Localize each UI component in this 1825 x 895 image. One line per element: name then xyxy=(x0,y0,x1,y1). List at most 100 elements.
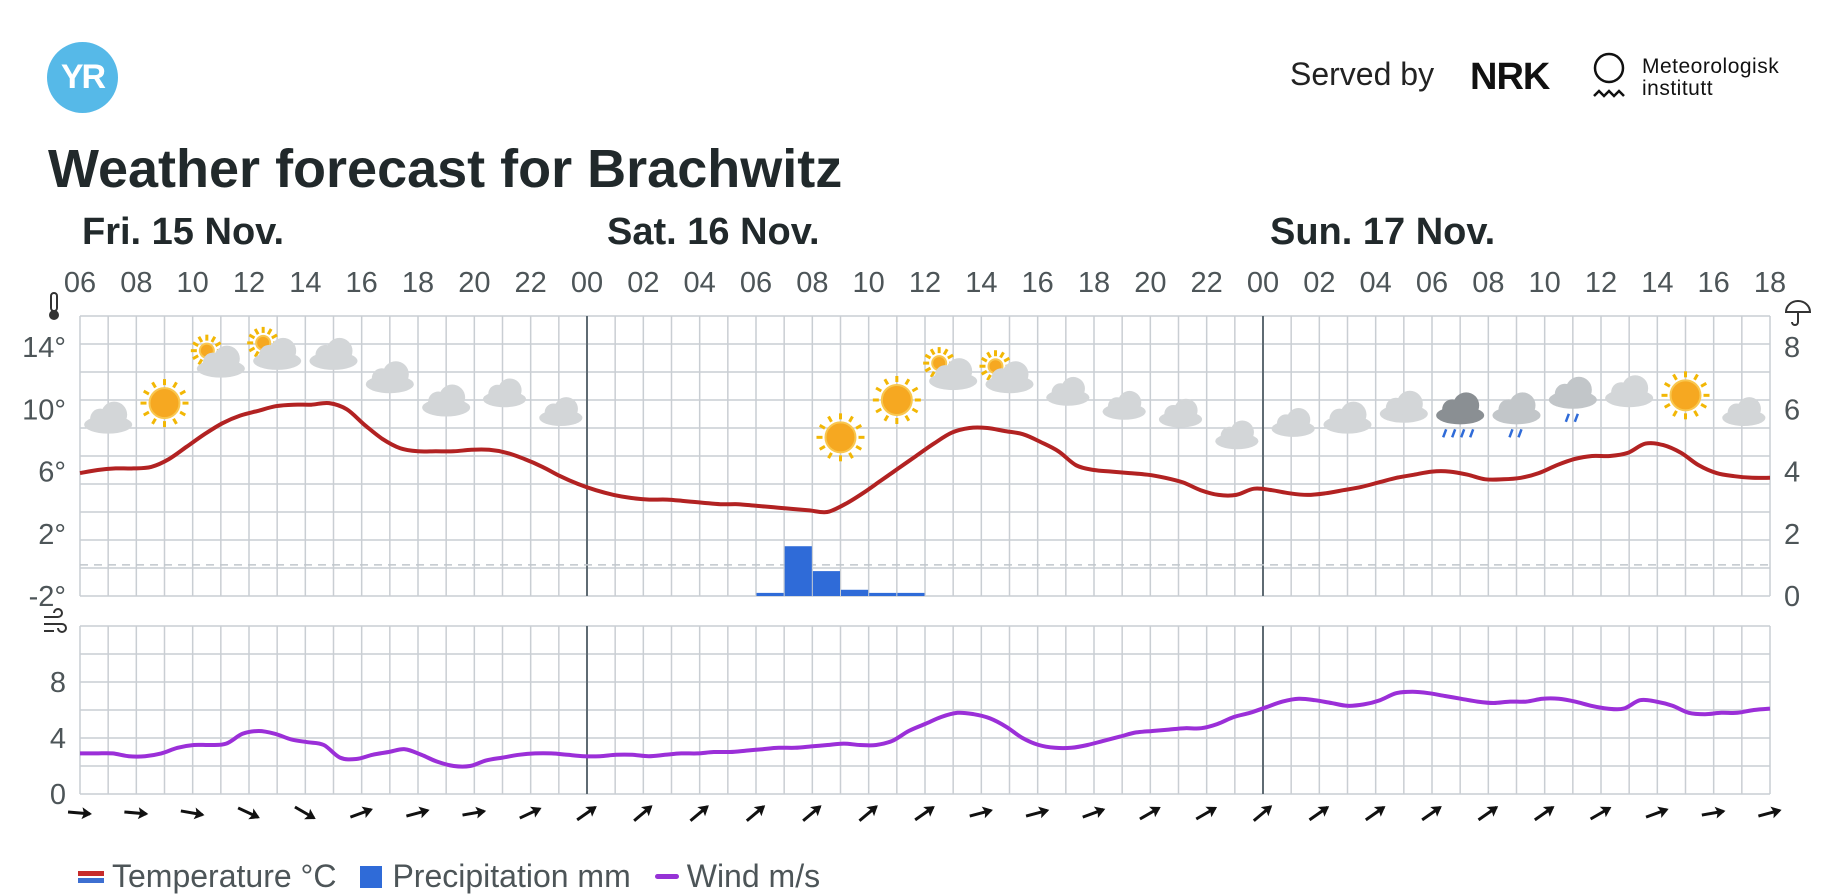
cloud-icon xyxy=(1605,375,1654,408)
wind-arrow-head xyxy=(81,807,92,820)
day-label-fri: Fri. 15 Nov. xyxy=(82,211,285,253)
sun-ray xyxy=(197,358,204,366)
sun-ray xyxy=(904,378,911,386)
hour-label: 04 xyxy=(1360,267,1392,299)
sun-ray xyxy=(818,424,826,430)
wind-direction-arrow-icon xyxy=(1364,806,1386,822)
umbrella-icon xyxy=(1784,300,1812,326)
sun-icon xyxy=(872,376,921,424)
wind-arrow-head xyxy=(193,807,205,820)
wind-direction-arrow-icon xyxy=(1139,806,1161,821)
hour-label: 06 xyxy=(1416,267,1448,299)
wind-tick-label: 8 xyxy=(50,667,66,699)
cloud-puff xyxy=(382,361,409,388)
cloud-puff xyxy=(1737,397,1761,421)
hour-label: 10 xyxy=(1529,267,1561,299)
wind-arrow-head xyxy=(1714,806,1726,819)
sun-ray xyxy=(980,356,988,363)
precipitation-bar xyxy=(812,571,840,596)
rain-drop xyxy=(1564,413,1571,423)
wind-grid xyxy=(79,625,1771,795)
hour-label: 12 xyxy=(1585,267,1617,299)
partly-cloudy-night-icon xyxy=(1046,371,1090,406)
wind-direction-arrow-icon xyxy=(1082,806,1106,819)
sun-ray xyxy=(911,386,919,393)
wind-arrow-head xyxy=(361,806,373,818)
cloud-puff xyxy=(1396,390,1423,417)
wind-direction-arrow-icon xyxy=(914,806,935,822)
sun-ray xyxy=(1663,403,1671,409)
moon-crescent xyxy=(774,438,789,467)
legend-temperature-label: Temperature °C xyxy=(112,858,337,894)
sun-ray xyxy=(848,452,854,459)
sun-ray xyxy=(248,346,256,353)
hour-label: 12 xyxy=(909,267,941,299)
rain-drop xyxy=(1450,428,1457,438)
wind-arrow-head xyxy=(1149,806,1161,818)
sun-ray xyxy=(271,333,278,340)
wind-direction-arrow-icon xyxy=(1252,805,1273,822)
wind-direction-arrow-icon xyxy=(1025,806,1050,819)
temperature-tick-label: -2° xyxy=(29,581,66,613)
precipitation-bar xyxy=(756,592,784,596)
wind-direction-arrow-icon xyxy=(576,806,597,822)
sun-ray xyxy=(151,381,157,389)
partly-cloudy-day-icon xyxy=(190,334,245,378)
moon-crescent xyxy=(605,421,620,450)
hour-label: 20 xyxy=(458,267,490,299)
thermometer-icon xyxy=(49,292,59,320)
wind-arrow-head xyxy=(923,806,935,817)
hour-label: 10 xyxy=(853,267,885,299)
cloud-puff xyxy=(439,384,466,411)
cloud-puff xyxy=(1565,376,1592,403)
sun-ray xyxy=(999,351,1005,359)
wind-arrow-head xyxy=(981,806,993,819)
met-institute-logo-text[interactable]: Meteorologisk institutt xyxy=(1642,56,1779,100)
cloud-icon xyxy=(84,401,133,434)
umbrella-canopy xyxy=(1784,300,1812,313)
rain-drop xyxy=(1468,428,1475,438)
cloud-puff xyxy=(101,401,128,428)
sun-ray xyxy=(253,350,260,358)
hour-label: 14 xyxy=(1641,267,1673,299)
sun-ray xyxy=(929,348,936,356)
wind-arrow-head xyxy=(697,805,709,817)
sun-ray xyxy=(855,424,863,430)
yr-logo[interactable]: YR xyxy=(47,42,118,113)
cloud-puff xyxy=(1509,392,1536,419)
wind-arrow-head xyxy=(753,805,766,817)
hour-label: 14 xyxy=(289,267,321,299)
wind-arrow-head xyxy=(810,805,822,817)
legend-wind: Wind m/s xyxy=(654,858,820,895)
partly-cloudy-day-icon xyxy=(247,326,302,370)
wind-direction-arrow-icon xyxy=(802,805,822,822)
met-institute-logo-icon xyxy=(1593,52,1625,98)
cloud-puff xyxy=(1174,398,1198,423)
hour-label: 20 xyxy=(1134,267,1166,299)
thermometer-bulb xyxy=(49,310,59,320)
temperature-tick-label: 2° xyxy=(38,519,66,551)
cloud-icon xyxy=(1323,401,1372,434)
temperature-tick-label: 10° xyxy=(22,394,66,426)
wind-direction-arrow-icon xyxy=(689,805,709,822)
sun-ray xyxy=(929,371,936,378)
sun-ray xyxy=(947,353,954,360)
wind-direction-arrow-icon xyxy=(1533,806,1555,822)
wind-arrow-head xyxy=(1093,806,1106,818)
temperature-tick-label: 6° xyxy=(38,457,66,489)
sun-disc xyxy=(148,387,181,420)
wind-arrow-head xyxy=(1205,806,1218,818)
hour-label: 06 xyxy=(64,267,96,299)
precipitation-tick-label: 6 xyxy=(1784,394,1800,426)
sun-ray xyxy=(883,414,890,422)
sun-icon xyxy=(1661,371,1710,420)
rain-drop xyxy=(1508,428,1514,438)
nrk-logo[interactable]: NRK xyxy=(1470,56,1550,98)
hour-label: 14 xyxy=(965,267,997,299)
moon-icon xyxy=(718,438,733,467)
sun-icon xyxy=(140,379,189,428)
day-label-sun: Sun. 17 Nov. xyxy=(1270,211,1496,253)
moon-icon xyxy=(605,421,620,450)
hour-label: 08 xyxy=(120,267,152,299)
precipitation-bar xyxy=(869,592,897,596)
